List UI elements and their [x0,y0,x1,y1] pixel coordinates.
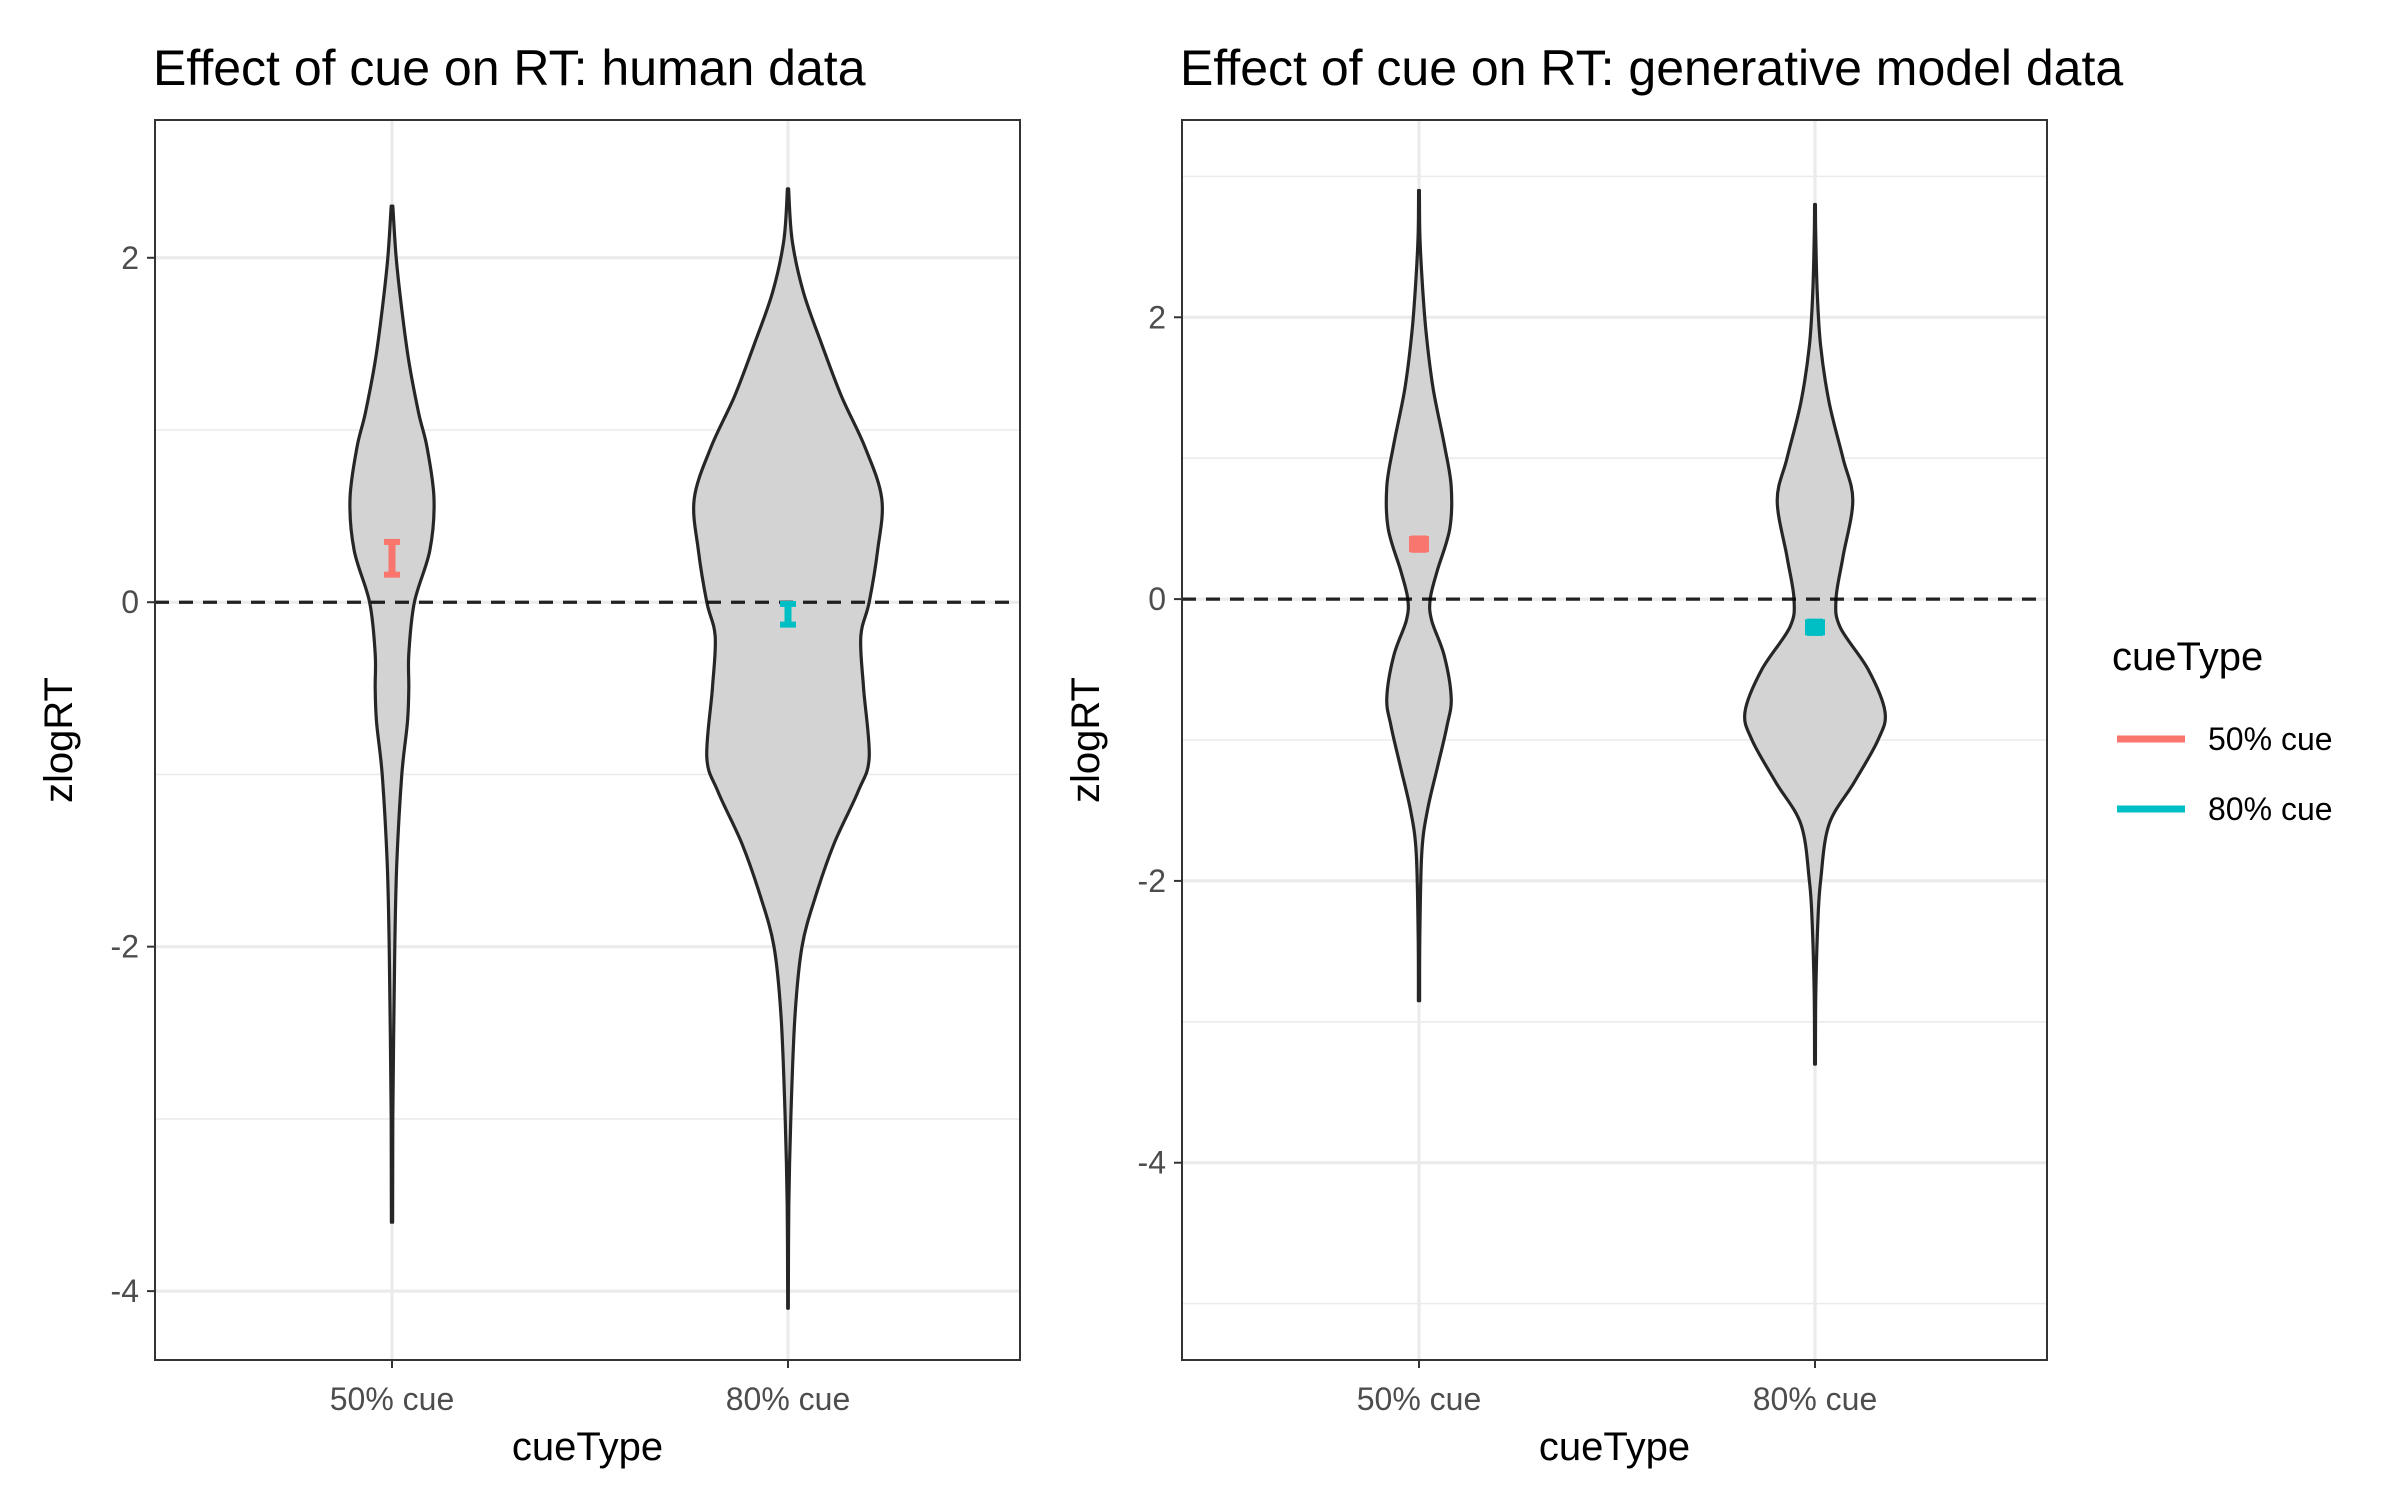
p0-y-axis-title: zlogRT [37,677,81,803]
p1-panel-border [1181,119,2048,1361]
p1-y-tick-label: -2 [1138,863,1166,899]
p0-mean-errorbar-50-cue [384,538,400,578]
p0-y-tick-label: -2 [111,929,139,965]
p0-plot-background [155,120,1020,1360]
legend: cueType 50% cue 80% cue [2112,635,2333,827]
p0-x-axis-title: cueType [512,1425,663,1469]
p0-y-tick-label: 0 [121,584,139,620]
p1-x-tick-label-50-cue: 50% cue [1357,1381,1482,1417]
p0-mean-errorbar-80-cue [780,600,796,628]
p0-panel-border [154,119,1021,1361]
p0-y-tick-label: 2 [121,240,139,276]
legend-title: cueType [2112,635,2263,679]
panel-generative-model-data: -4 -2 0 2 50% cue 80% cue cueType zlogRT Effect … [1064,40,2123,1469]
p1-chart-title: Effect of cue on RT: generative model da… [1180,40,2123,96]
p0-x-tick-label-50-cue: 50% cue [330,1381,455,1417]
legend-label-80-cue: 80% cue [2208,791,2333,827]
p1-mean-errorbar-80-cue [1805,618,1825,636]
p0-y-tick-label: -4 [111,1273,139,1309]
p1-y-axis-title: zlogRT [1064,677,1108,803]
p1-violin-50-cue [1384,188,1454,1003]
p1-y-tick-label: 2 [1148,299,1166,335]
panel-human-data: -4 -2 0 2 50% cue 80% cue cueType zlogRT Effect … [37,40,1021,1469]
p1-mean-errorbar-50-cue [1409,535,1429,553]
p1-mean-point-80-cue [1805,619,1825,636]
p1-y-tick-label: 0 [1148,581,1166,617]
p1-mean-point-50-cue [1409,536,1429,553]
p0-x-tick-label-80-cue: 80% cue [726,1381,851,1417]
p0-chart-title: Effect of cue on RT: human data [153,40,866,96]
p0-violin-50-cue [348,204,436,1224]
p1-x-axis-title: cueType [1539,1425,1690,1469]
p1-y-tick-label: -4 [1138,1145,1166,1181]
legend-label-50-cue: 50% cue [2208,721,2333,757]
p0-violin-80-cue [692,187,884,1310]
p1-x-tick-label-80-cue: 80% cue [1753,1381,1878,1417]
